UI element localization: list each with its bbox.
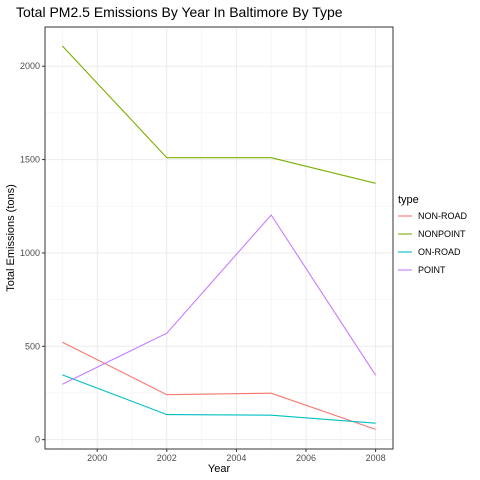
series-line-nonpoint [61, 45, 376, 184]
series-lines [61, 45, 377, 430]
series-line-non-road [62, 341, 376, 430]
x-tick-label: 2008 [366, 453, 386, 463]
series-line-on-road [62, 374, 376, 424]
legend-title: type [398, 194, 419, 206]
legend-label: NON-ROAD [418, 211, 467, 221]
chart-title: Total PM2.5 Emissions By Year In Baltimo… [16, 4, 343, 20]
x-tick-label: 2006 [296, 453, 316, 463]
x-tick-label: 2002 [157, 453, 177, 463]
x-axis-title: Year [208, 463, 231, 475]
y-tick-label: 500 [25, 341, 40, 351]
y-tick-label: 0 [35, 435, 40, 445]
legend-label: ON-ROAD [418, 247, 461, 257]
x-tick-label: 2004 [226, 453, 246, 463]
series-line-point [62, 214, 377, 385]
legend-items: NON-ROAD NONPOINT ON-ROAD POINT [398, 211, 467, 275]
grid [45, 27, 393, 449]
x-tick-label: 2000 [87, 453, 107, 463]
x-axis-ticks: 2000 2002 2004 2006 2008 [87, 449, 386, 463]
legend-label: POINT [418, 265, 446, 275]
y-axis-ticks: 0 500 1000 1500 2000 [20, 61, 45, 445]
y-tick-label: 1500 [20, 155, 40, 165]
legend-label: NONPOINT [418, 229, 466, 239]
plot-border [44, 26, 394, 450]
y-axis-title: Total Emissions (tons) [5, 184, 17, 292]
y-tick-label: 2000 [20, 61, 40, 71]
y-tick-label: 1000 [20, 248, 40, 258]
plot-panel [45, 27, 393, 449]
legend: type NON-ROAD NONPOINT ON-ROAD POINT [398, 194, 467, 275]
